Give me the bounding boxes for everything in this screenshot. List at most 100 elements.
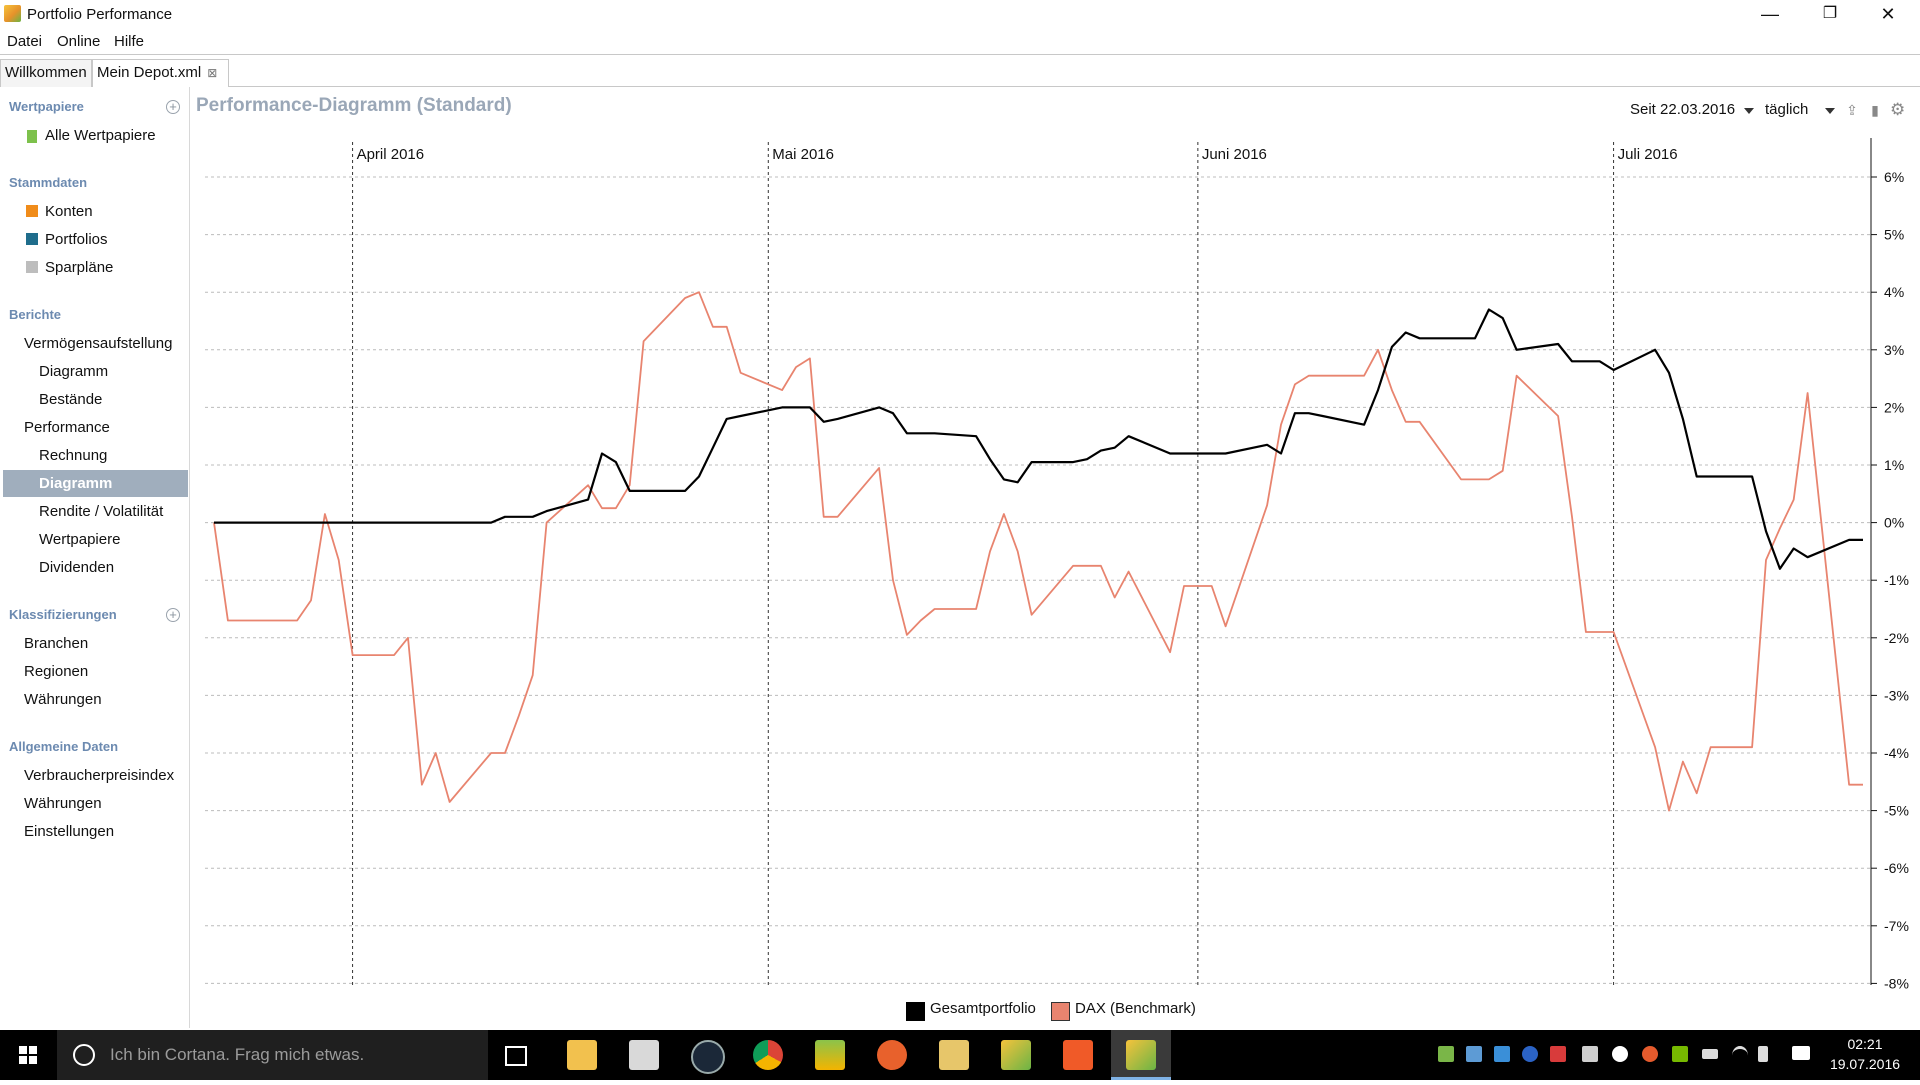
tab-close-icon[interactable]: ⊠ [207, 66, 218, 80]
series-line-dax-benchmark [213, 291, 1863, 812]
section-wertpapiere: Wertpapiere [9, 99, 84, 114]
tray-app-icon[interactable] [1438, 1046, 1454, 1062]
y-tick-label: -2% [1884, 630, 1909, 646]
sidebar-item-sparplaene[interactable]: Sparpläne [45, 259, 114, 276]
start-button[interactable] [0, 1030, 56, 1080]
minimize-button[interactable]: — [1761, 4, 1779, 24]
legend-benchmark: DAX (Benchmark) [1075, 1000, 1196, 1017]
close-button[interactable]: ✕ [1880, 4, 1896, 24]
document-icon [27, 130, 37, 143]
y-tick-label: 4% [1884, 284, 1904, 300]
tray-alert-icon[interactable] [1550, 1046, 1566, 1062]
settings-gear-icon[interactable]: ⚙ [1890, 100, 1906, 119]
wifi-icon[interactable] [1732, 1046, 1748, 1065]
volume-icon[interactable] [1758, 1046, 1768, 1062]
interval-dropdown[interactable]: täglich [1765, 101, 1809, 118]
period-dropdown[interactable]: Seit 22.03.2016 [1630, 101, 1736, 118]
y-tick-label: 3% [1884, 342, 1904, 358]
download-icon[interactable] [1063, 1040, 1093, 1070]
month-label: April 2016 [357, 146, 425, 163]
tab-mein-depot[interactable]: Mein Depot.xml ⊠ [92, 59, 229, 87]
menu-hilfe[interactable]: Hilfe [114, 33, 145, 50]
sidebar-item-rendite-volatilitaet[interactable]: Rendite / Volatilität [39, 503, 164, 520]
y-tick-label: -4% [1884, 745, 1909, 761]
tray-device-icon[interactable] [1582, 1046, 1598, 1062]
portfolio-performance-icon[interactable] [1001, 1040, 1031, 1070]
month-label: Juli 2016 [1618, 146, 1678, 163]
file-explorer-icon[interactable] [567, 1040, 597, 1070]
sidebar-item-vermoegen-diagramm[interactable]: Diagramm [39, 363, 109, 380]
sidebar-item-performance[interactable]: Performance [24, 419, 110, 436]
sidebar-item-rechnung[interactable]: Rechnung [39, 447, 108, 464]
legend-swatch-benchmark [1051, 1002, 1070, 1021]
y-tick-label: -1% [1884, 572, 1909, 588]
sidebar-item-waehrungen[interactable]: Währungen [24, 691, 102, 708]
tray-monitor-icon[interactable] [1494, 1046, 1510, 1062]
sidebar-item-alle-wertpapiere[interactable]: Alle Wertpapiere [45, 127, 156, 144]
editor-tab-bar: Willkommen Mein Depot.xml ⊠ [0, 54, 1920, 87]
sidebar-item-einstellungen[interactable]: Einstellungen [24, 823, 115, 840]
clock-date: 19.07.2016 [1829, 1056, 1901, 1072]
bookmark-icon[interactable]: ▮ [1871, 102, 1879, 118]
menu-online[interactable]: Online [57, 33, 101, 50]
horizontal-gridlines [205, 176, 1871, 984]
sidebar-item-verbraucherpreisindex[interactable]: Verbraucherpreisindex [24, 767, 175, 784]
period-chevron-down-icon[interactable] [1744, 108, 1754, 114]
tab-label: Willkommen [5, 64, 87, 81]
y-tick-label: 0% [1884, 515, 1904, 531]
chrome-icon[interactable] [753, 1040, 783, 1070]
tab-willkommen[interactable]: Willkommen [0, 59, 92, 87]
origin-icon[interactable] [877, 1040, 907, 1070]
tray-record-icon[interactable] [1612, 1046, 1628, 1062]
portfolios-icon [26, 233, 38, 245]
tray-app2-icon[interactable] [1642, 1046, 1658, 1062]
restore-button[interactable]: ❐ [1822, 5, 1838, 22]
section-stammdaten: Stammdaten [9, 175, 88, 190]
sidebar-item-konten[interactable]: Konten [45, 203, 93, 220]
y-tick-label: -7% [1884, 918, 1909, 934]
y-axis-ticks: 6% 5% 4% 3% 2% 1% 0% -1% -2% -3% -4% -5% -6% -7% -8% [1871, 169, 1909, 991]
app-stack-icon[interactable] [815, 1040, 845, 1070]
steam-icon[interactable] [691, 1040, 725, 1074]
active-app-indicator [1111, 1077, 1171, 1080]
y-tick-label: 2% [1884, 399, 1904, 415]
section-klassifizierungen: Klassifizierungen [9, 607, 117, 622]
performance-chart: April 2016 Mai 2016 Juni 2016 Juli 2016 6% 5… [205, 138, 1909, 991]
sidebar-item-bestaende[interactable]: Bestände [39, 391, 103, 408]
export-icon[interactable]: ⇪ [1846, 102, 1858, 118]
y-tick-label: -3% [1884, 687, 1909, 703]
sidebar-item-performance-diagramm[interactable]: Diagramm [39, 475, 113, 492]
title-bar: Portfolio Performance — ❐ ✕ [0, 0, 1920, 30]
cortana-search-box[interactable]: Ich bin Cortana. Frag mich etwas. [57, 1030, 488, 1080]
sidebar-item-vermoegensaufstellung[interactable]: Vermögensaufstellung [24, 335, 173, 352]
interval-chevron-down-icon[interactable] [1825, 108, 1835, 114]
nvidia-icon[interactable] [1672, 1046, 1688, 1062]
section-allgemeine-daten: Allgemeine Daten [9, 739, 119, 754]
bluetooth-icon[interactable] [1522, 1046, 1538, 1062]
sidebar-item-regionen[interactable]: Regionen [24, 663, 89, 680]
app-logo-icon [4, 5, 21, 22]
chart-series [213, 291, 1863, 812]
selected-item-highlight [3, 470, 188, 497]
menu-bar: Datei Online Hilfe [0, 31, 1920, 53]
battery-icon[interactable] [1702, 1049, 1718, 1059]
cortana-placeholder: Ich bin Cortana. Frag mich etwas. [110, 1045, 365, 1064]
folder-icon[interactable] [939, 1040, 969, 1070]
y-tick-label: -6% [1884, 860, 1909, 876]
sidebar-item-branchen[interactable]: Branchen [24, 635, 89, 652]
task-view-icon[interactable] [505, 1046, 527, 1066]
add-klassifizierung-icon[interactable]: + [166, 608, 180, 622]
calculator-icon[interactable] [629, 1040, 659, 1070]
menu-datei[interactable]: Datei [7, 33, 43, 50]
taskbar-clock[interactable]: 02:21 19.07.2016 [1820, 1034, 1910, 1074]
sidebar-item-wertpapiere[interactable]: Wertpapiere [39, 531, 121, 548]
sidebar-item-waehrungen-allgemein[interactable]: Währungen [24, 795, 102, 812]
add-wertpapier-icon[interactable]: + [166, 100, 180, 114]
sidebar-item-portfolios[interactable]: Portfolios [45, 231, 108, 248]
page-title: Performance-Diagramm (Standard) [196, 95, 512, 116]
notifications-icon[interactable] [1792, 1046, 1810, 1060]
dropbox-icon[interactable] [1466, 1046, 1482, 1062]
sidebar-item-dividenden[interactable]: Dividenden [39, 559, 115, 576]
month-label: Mai 2016 [772, 146, 834, 163]
portfolio-performance-active-icon[interactable] [1126, 1040, 1156, 1070]
